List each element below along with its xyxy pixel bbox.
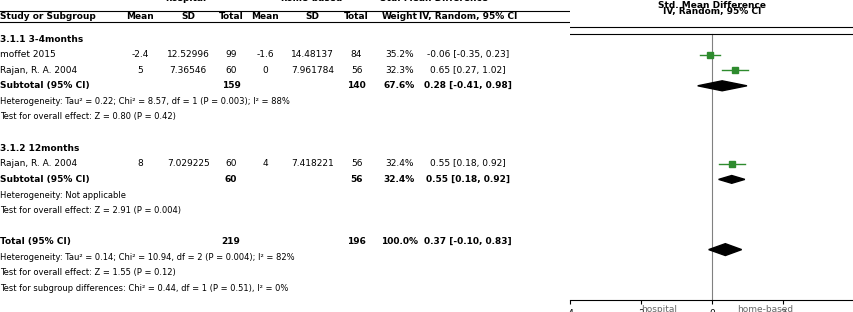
Text: home-based: home-based: [736, 305, 792, 312]
Text: 67.6%: 67.6%: [383, 81, 415, 90]
Text: IV, Random, 95% CI: IV, Random, 95% CI: [662, 7, 761, 16]
Polygon shape: [697, 81, 746, 91]
Text: Heterogeneity: Tau² = 0.14; Chi² = 10.94, df = 2 (P = 0.004); I² = 82%: Heterogeneity: Tau² = 0.14; Chi² = 10.94…: [0, 253, 294, 262]
Text: IV, Random, 95% CI: IV, Random, 95% CI: [418, 12, 516, 21]
Text: 3.1.2 12months: 3.1.2 12months: [0, 144, 79, 153]
Text: 7.418221: 7.418221: [291, 159, 334, 168]
Text: Subtotal (95% CI): Subtotal (95% CI): [0, 175, 90, 184]
Text: Mean: Mean: [251, 12, 279, 21]
Text: 0: 0: [262, 66, 268, 75]
Text: 32.4%: 32.4%: [383, 175, 415, 184]
Text: Study or Subgroup: Study or Subgroup: [0, 12, 96, 21]
Text: Heterogeneity: Tau² = 0.22; Chi² = 8.57, df = 1 (P = 0.003); I² = 88%: Heterogeneity: Tau² = 0.22; Chi² = 8.57,…: [0, 97, 289, 106]
Text: 3.1.1 3-4months: 3.1.1 3-4months: [0, 35, 83, 43]
Text: -2.4: -2.4: [131, 50, 148, 59]
Text: 0.55 [0.18, 0.92]: 0.55 [0.18, 0.92]: [429, 159, 505, 168]
Text: Heterogeneity: Not applicable: Heterogeneity: Not applicable: [0, 191, 126, 199]
Text: Rajan, R. A. 2004: Rajan, R. A. 2004: [0, 66, 77, 75]
Text: 0.37 [-0.10, 0.83]: 0.37 [-0.10, 0.83]: [423, 237, 511, 246]
Text: 32.3%: 32.3%: [385, 66, 413, 75]
Text: Weight: Weight: [381, 12, 417, 21]
Text: 60: 60: [224, 175, 237, 184]
Text: 196: 196: [346, 237, 366, 246]
Text: 7.961784: 7.961784: [291, 66, 334, 75]
Text: 0.65 [0.27, 1.02]: 0.65 [0.27, 1.02]: [429, 66, 505, 75]
Text: 219: 219: [221, 237, 241, 246]
Text: SD: SD: [181, 12, 195, 21]
Text: hospital: hospital: [165, 0, 206, 3]
Text: 5: 5: [136, 66, 142, 75]
Text: 32.4%: 32.4%: [385, 159, 413, 168]
Text: Total: Total: [218, 12, 243, 21]
Text: 56: 56: [351, 66, 362, 75]
Text: Mean: Mean: [125, 12, 154, 21]
Text: 140: 140: [347, 81, 365, 90]
Text: 159: 159: [221, 81, 241, 90]
Text: 60: 60: [225, 66, 236, 75]
Text: moffet 2015: moffet 2015: [0, 50, 55, 59]
Text: -0.06 [-0.35, 0.23]: -0.06 [-0.35, 0.23]: [426, 50, 508, 59]
Text: 56: 56: [350, 175, 363, 184]
Text: Subtotal (95% CI): Subtotal (95% CI): [0, 81, 90, 90]
Text: 100.0%: 100.0%: [380, 237, 417, 246]
Text: SD: SD: [305, 12, 319, 21]
Text: 14.48137: 14.48137: [291, 50, 334, 59]
Text: 12.52996: 12.52996: [166, 50, 210, 59]
Text: Test for overall effect: Z = 0.80 (P = 0.42): Test for overall effect: Z = 0.80 (P = 0…: [0, 113, 176, 121]
Text: 7.029225: 7.029225: [166, 159, 209, 168]
Text: 56: 56: [351, 159, 362, 168]
Text: Std. Mean Difference: Std. Mean Difference: [379, 0, 487, 3]
Text: Test for overall effect: Z = 1.55 (P = 0.12): Test for overall effect: Z = 1.55 (P = 0…: [0, 269, 176, 277]
Text: 99: 99: [225, 50, 236, 59]
Text: 0.28 [-0.41, 0.98]: 0.28 [-0.41, 0.98]: [423, 81, 511, 90]
Text: Total (95% CI): Total (95% CI): [0, 237, 71, 246]
Text: hospital: hospital: [641, 305, 676, 312]
Text: Std. Mean Difference: Std. Mean Difference: [658, 1, 765, 10]
Text: 4: 4: [262, 159, 268, 168]
Text: 60: 60: [225, 159, 236, 168]
Text: Total: Total: [344, 12, 368, 21]
Polygon shape: [717, 175, 744, 183]
Text: Rajan, R. A. 2004: Rajan, R. A. 2004: [0, 159, 77, 168]
Text: 84: 84: [351, 50, 362, 59]
Text: -1.6: -1.6: [256, 50, 274, 59]
Text: 7.36546: 7.36546: [170, 66, 206, 75]
Text: 35.2%: 35.2%: [385, 50, 413, 59]
Polygon shape: [708, 244, 740, 256]
Text: 0.55 [0.18, 0.92]: 0.55 [0.18, 0.92]: [426, 175, 509, 184]
Text: 8: 8: [136, 159, 142, 168]
Text: home-based: home-based: [280, 0, 342, 3]
Text: Test for subgroup differences: Chi² = 0.44, df = 1 (P = 0.51), I² = 0%: Test for subgroup differences: Chi² = 0.…: [0, 284, 288, 293]
Text: Test for overall effect: Z = 2.91 (P = 0.004): Test for overall effect: Z = 2.91 (P = 0…: [0, 206, 181, 215]
